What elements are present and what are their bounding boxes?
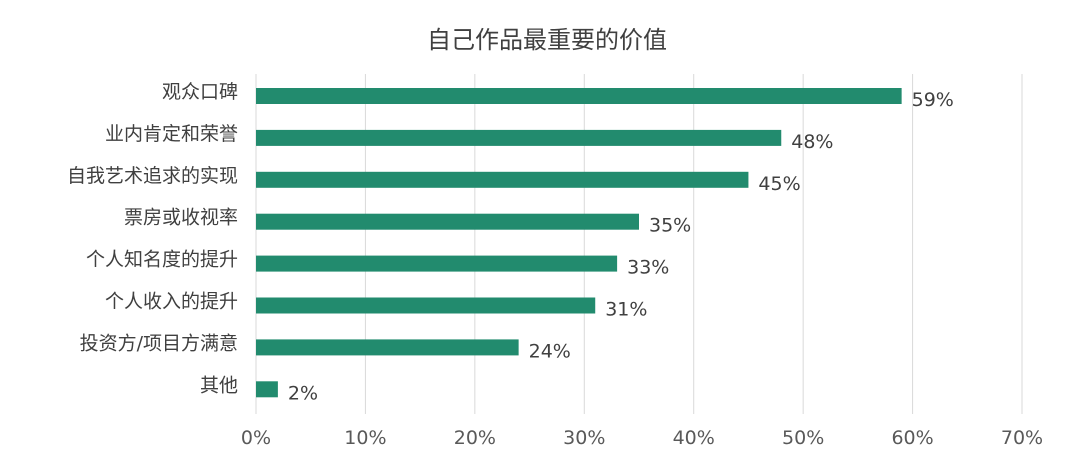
bar [256,381,278,398]
data-label: 45% [758,173,800,195]
category-label: 投资方/项目方满意 [80,332,238,354]
x-tick-label: 40% [673,427,715,449]
data-label: 24% [529,340,571,362]
bar [256,129,782,146]
data-label: 35% [649,215,691,237]
category-label: 业内肯定和荣誉 [105,123,238,145]
bar [256,213,639,230]
data-label: 33% [627,257,669,279]
data-labels: 59% 48% 45% 35% 33% 31% 24% 2% [288,89,954,404]
x-tick-label: 70% [1001,427,1043,449]
x-tick-label: 0% [241,427,271,449]
chart-title: 自己作品最重要的价值 [427,26,667,54]
x-tick-label: 50% [782,427,824,449]
category-labels: 观众口碑业内肯定和荣誉自我艺术追求的实现票房或收视率个人知名度的提升个人收入的提… [67,81,238,396]
x-tick-label: 10% [344,427,386,449]
category-label: 票房或收视率 [124,207,238,229]
gridlines [255,74,1023,414]
category-label: 观众口碑 [162,81,238,103]
x-axis-ticks: 0% 10% 20% 30% 40% 50% 60% 70% [241,427,1043,449]
data-label: 59% [912,89,954,111]
bars [256,88,902,398]
category-label: 个人知名度的提升 [86,249,238,271]
data-label: 2% [288,382,318,404]
x-tick-label: 60% [891,427,933,449]
x-tick-label: 20% [454,427,496,449]
category-label: 个人收入的提升 [105,291,238,313]
bar [256,88,902,104]
category-label: 其他 [200,374,238,396]
bar [256,339,519,356]
bar [256,171,749,188]
bar [256,255,618,272]
category-label: 自我艺术追求的实现 [67,165,238,187]
bar [256,297,596,314]
data-label: 31% [605,299,647,321]
data-label: 48% [791,131,833,153]
x-tick-label: 30% [563,427,605,449]
